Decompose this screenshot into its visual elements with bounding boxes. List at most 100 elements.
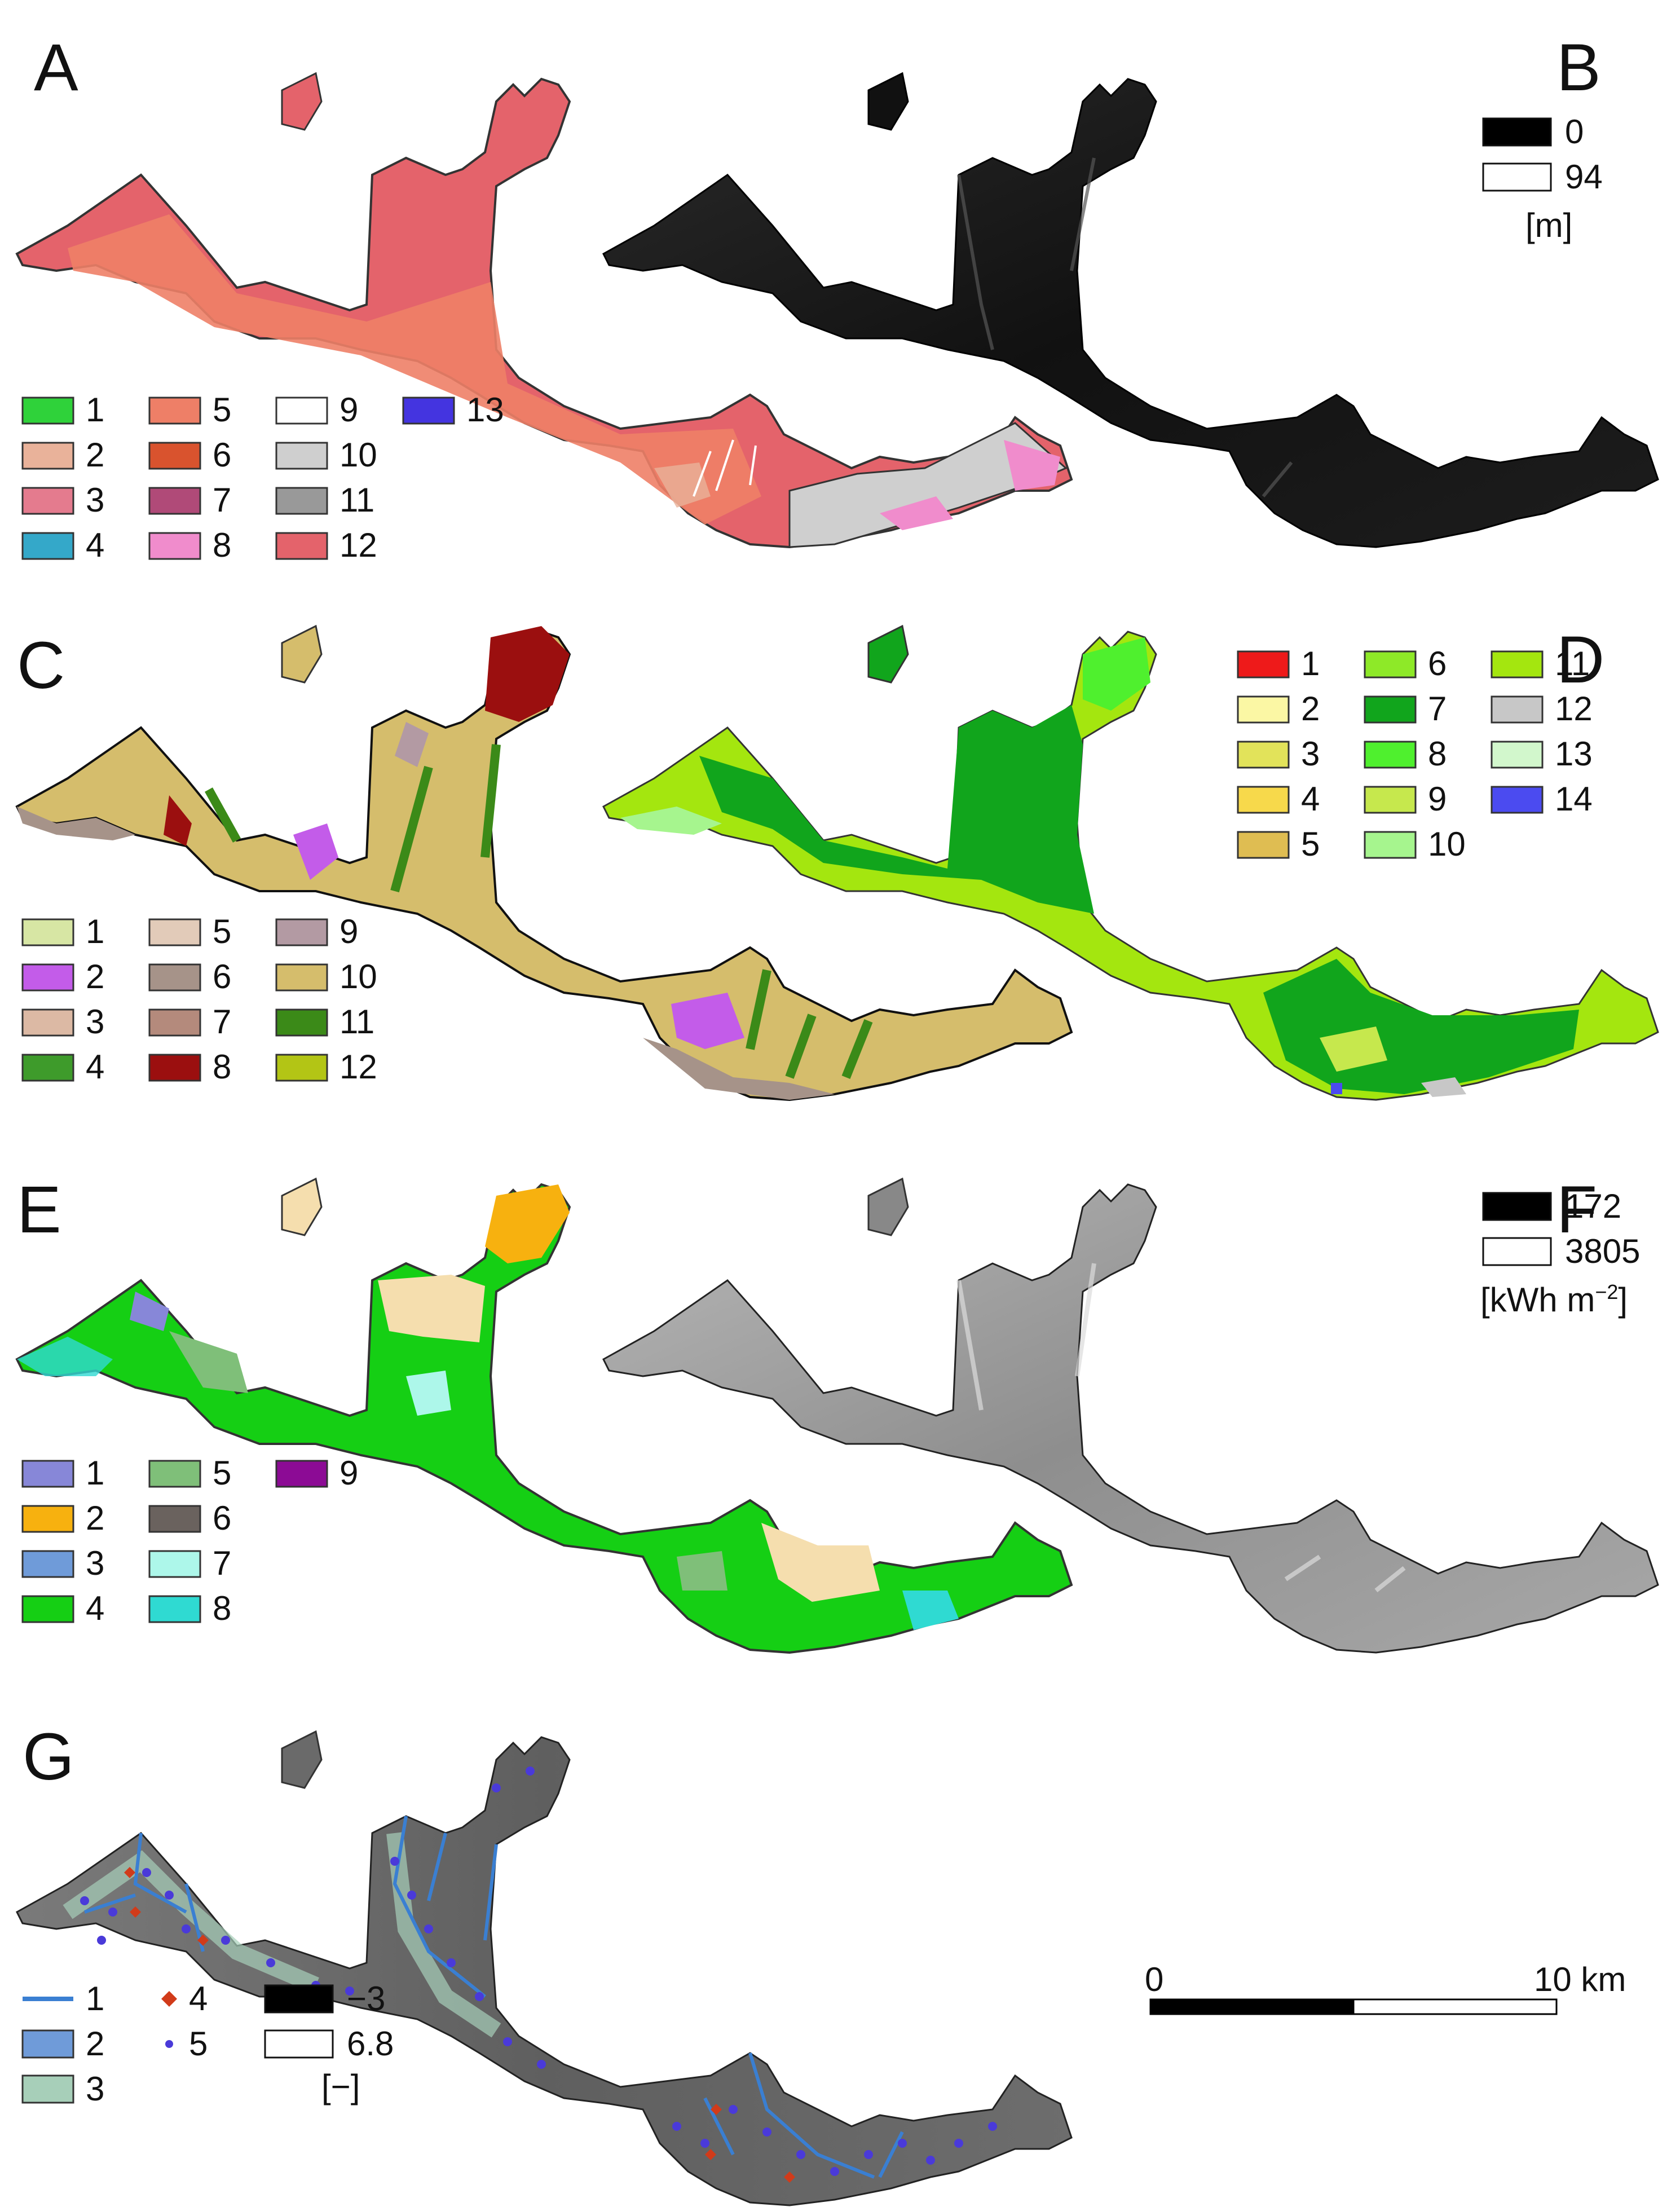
legend-swatch-d-12 [1491,695,1544,724]
legend-label-d-11: 11 [1555,645,1590,682]
legend-label-d-4: 4 [1301,780,1320,818]
legend-swatch-e-6 [148,1505,201,1533]
legend-label-a-11: 11 [339,481,374,519]
legend-label-a-8: 8 [213,526,231,564]
scale-bar-end-label: 10 km [1534,1961,1626,1998]
legend-swatch-e-7 [148,1550,201,1578]
legend-swatch-e-5 [148,1460,201,1488]
ramp-label-f-0: 172 [1565,1187,1621,1225]
panel-e-legend: 1 2 3 4 5 6 7 8 9 [21,1454,358,1627]
scale-bar-start-label: 0 [1145,1961,1163,1998]
legend-label-e-7: 7 [213,1544,231,1582]
legend-swatch-d-4 [1237,786,1290,814]
point-markers [80,1767,997,2183]
legend-label-g-2: 2 [86,2025,104,2063]
legend-label-g-3: 3 [86,2070,104,2108]
ramp-label-g-0: −3 [347,1980,385,2017]
point-marker-5 [762,2127,771,2136]
legend-swatch-a-9 [275,397,328,425]
legend-swatch-d-3 [1237,741,1290,769]
unit-label-f: [kWh m−2] [1480,1280,1628,1319]
ramp-swatch-b-0 [1482,117,1552,147]
point-marker-5 [345,1986,354,1995]
point-marker-5 [926,2156,935,2165]
ramp-swatch-f-0 [1482,1192,1552,1221]
legend-swatch-a-11 [275,487,328,515]
point-marker-5 [700,2139,709,2148]
legend-label-e-4: 4 [86,1589,104,1627]
panel-e-map [16,1178,1073,1654]
point-marker-5 [537,2060,546,2069]
legend-swatch-c-12 [275,1054,328,1082]
legend-swatch-c-9 [275,918,328,946]
legend-swatch-a-12 [275,532,328,560]
scale-bar-white-segment [1352,1998,1558,2015]
point-marker-4 [124,1867,135,1878]
point-marker-5 [165,1891,174,1900]
legend-swatch-e-8 [148,1595,201,1623]
legend-swatch-d-7 [1364,695,1417,724]
legend-label-d-2: 2 [1301,690,1320,728]
point-marker-4 [705,2149,716,2160]
legend-swatch-d-8 [1364,741,1417,769]
legend-label-d-8: 8 [1428,735,1447,773]
legend-label-c-6: 6 [213,958,231,995]
point-marker-4 [711,2104,722,2115]
panel-a-letter: A [34,30,78,105]
legend-label-d-14: 14 [1555,780,1593,818]
point-marker-5 [97,1936,106,1945]
legend-swatch-c-10 [275,963,328,992]
legend-label-e-8: 8 [213,1589,231,1627]
legend-label-c-12: 12 [339,1048,377,1086]
legend-label-c-3: 3 [86,1003,104,1041]
legend-swatch-c-2 [21,963,74,992]
panel-g-map [16,1730,1073,2206]
legend-label-d-1: 1 [1301,645,1320,682]
legend-swatch-c-11 [275,1008,328,1037]
legend-swatch-c-4 [21,1054,74,1082]
legend-label-d-3: 3 [1301,735,1320,773]
panel-b-map [602,72,1659,548]
point-marker-5 [447,1958,456,1967]
legend-label-e-2: 2 [86,1499,104,1537]
panel-f-legend: 172 3805 [kWh m−2] [1480,1187,1640,1319]
legend-swatch-d-13 [1491,741,1544,769]
panel-d-letter: D [1556,623,1604,697]
legend-swatch-e-2 [21,1505,74,1533]
scale-bar: 0 10 km [1145,1961,1626,2015]
legend-label-c-1: 1 [86,913,104,950]
legend-swatch-c-7 [148,1008,201,1037]
unit-label-g: [−] [321,2068,360,2105]
panel-g-ramp-legend: −3 6.8 [−] [264,1980,394,2105]
legend-label-a-5: 5 [213,391,231,429]
point-marker-5 [407,1891,416,1900]
legend-swatch-d-14 [1491,786,1544,814]
legend-swatch-g-3 [21,2074,74,2104]
legend-label-a-9: 9 [339,391,358,429]
point-marker-5 [864,2150,873,2159]
point-marker-4 [784,2171,795,2183]
legend-label-c-2: 2 [86,958,104,995]
legend-swatch-a-10 [275,442,328,470]
legend-label-e-5: 5 [213,1454,231,1492]
panel-g-letter: G [23,1720,74,1794]
point-marker-5 [729,2105,738,2114]
legend-swatch-a-4 [21,532,74,560]
legend-label-c-11: 11 [339,1003,374,1041]
legend-label-e-1: 1 [86,1454,104,1492]
point-marker-4 [130,1906,141,1918]
legend-label-c-5: 5 [213,913,231,950]
legend-label-d-9: 9 [1428,780,1447,818]
legend-swatch-d-9 [1364,786,1417,814]
ramp-label-b-1: 94 [1565,158,1603,196]
legend-swatch-e-9 [275,1460,328,1488]
legend-label-a-13: 13 [466,391,504,429]
legend-label-e-6: 6 [213,1499,231,1537]
point-marker-5 [954,2139,963,2148]
unit-sup-f: −2 [1595,1280,1618,1303]
legend-label-g-5: 5 [189,2025,208,2063]
point-marker-5 [503,2037,512,2046]
panel-f-map [602,1178,1659,1654]
